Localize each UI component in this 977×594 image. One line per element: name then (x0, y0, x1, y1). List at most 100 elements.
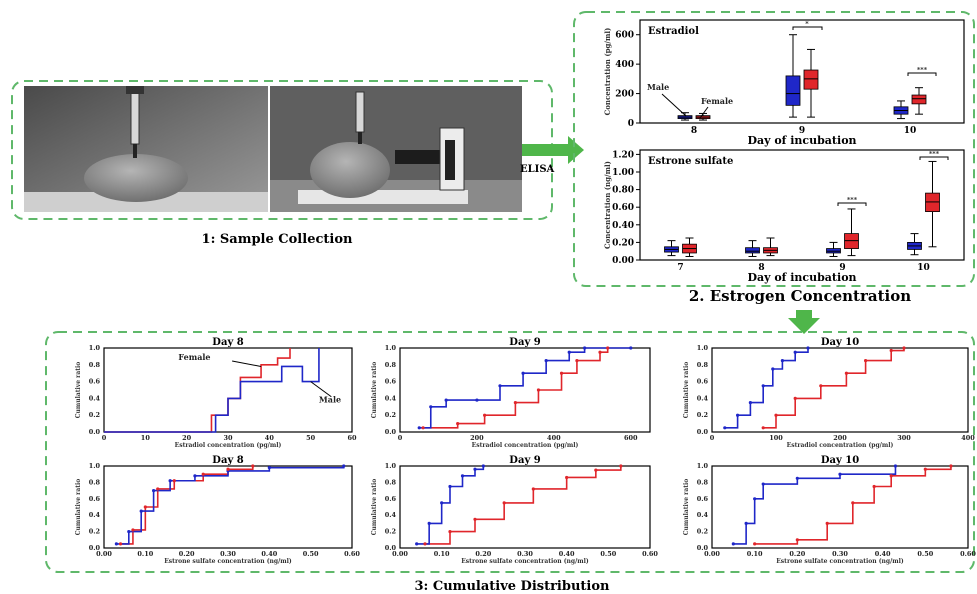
y-tick-label: 0.6 (89, 495, 101, 503)
y-axis-label: Cumulative ratio (75, 479, 82, 536)
y-tick-label: 0.8 (697, 478, 709, 486)
box-male-8 (677, 112, 693, 121)
y-tick-label: 0.2 (697, 411, 708, 419)
estrone-chart: Estrone sulfate 0.00 0.20 0.40 0.60 0.80 1.00 1… (603, 149, 965, 284)
panel-title: Day 10 (821, 337, 859, 348)
female-point (795, 538, 799, 542)
box-male-10 (893, 100, 909, 120)
female-cdf-line (425, 466, 622, 545)
female-point (172, 479, 176, 483)
y-tick-label: 0.2 (89, 528, 100, 536)
annotation-sig-day9: *** (847, 196, 858, 204)
annotation-sig-day10: *** (929, 150, 940, 158)
female-point (483, 413, 487, 417)
photo-right (270, 86, 522, 212)
male-point (481, 464, 485, 468)
y-tick-label: 1.00 (612, 168, 634, 178)
annotation-male: Male (647, 82, 669, 92)
panel-title: Day 8 (212, 337, 243, 348)
x-tick-label: 60 (347, 434, 357, 442)
panel-title: Day 9 (509, 455, 540, 466)
x-tick-label: 0.00 (704, 550, 720, 558)
photo-left (24, 86, 268, 212)
plot-frame (639, 149, 965, 261)
y-tick-label: 0.6 (697, 378, 709, 386)
x-tick-label: 0.40 (875, 550, 891, 558)
male-point (267, 466, 271, 470)
female-point (513, 401, 517, 405)
estrogen-frame (573, 11, 975, 287)
y-tick-label: 0.8 (89, 361, 101, 369)
male-point (893, 464, 898, 468)
x-tick-label: 0.50 (303, 550, 319, 558)
y-tick-label: 0.8 (385, 478, 397, 486)
female-point (872, 484, 876, 489)
x-axis-label: Day of incubation (747, 271, 856, 284)
female-point (889, 348, 893, 353)
x-tick-label: 0 (710, 434, 715, 442)
y-tick-label: 0.0 (89, 428, 101, 436)
female-point (251, 464, 255, 468)
female-point (201, 472, 205, 476)
y-tick-label: 0.60 (612, 203, 634, 213)
x-axis-label: Estradiol concentration (pg/ml) (787, 442, 894, 449)
x-tick-label: 8 (758, 263, 764, 273)
male-point (152, 489, 156, 493)
y-tick-label: 0.4 (697, 511, 709, 519)
female-point (598, 350, 602, 354)
y-tick-label: 0.0 (385, 544, 397, 552)
y-tick-label: 0.2 (89, 411, 100, 419)
female-point (949, 464, 953, 468)
y-axis-label: Cumulative ratio (371, 362, 378, 419)
x-tick-label: 0.20 (475, 550, 491, 558)
x-tick-label: 300 (897, 434, 911, 442)
female-point (902, 346, 906, 350)
x-tick-label: 0.40 (559, 550, 575, 558)
y-tick-label: 0.8 (385, 361, 397, 369)
male-point (473, 467, 477, 471)
male-point (748, 401, 753, 405)
male-cdf-line (104, 348, 320, 433)
x-tick-label: 0.10 (434, 550, 450, 558)
male-point (583, 346, 587, 350)
male-cdf-line (733, 466, 897, 545)
x-tick-label: 0.10 (747, 550, 763, 558)
male-point (448, 484, 452, 489)
y-axis-label: Concentration (pg/ml) (603, 28, 612, 116)
female-cdf-line (763, 348, 905, 429)
male-cdf-line (724, 348, 809, 429)
male-cdf-line (419, 347, 631, 429)
y-tick-label: 0.2 (385, 411, 396, 419)
male-point (127, 530, 131, 534)
chart-title: Estrone sulfate (648, 156, 733, 167)
male-point (498, 384, 502, 388)
x-tick-label: 10 (141, 434, 151, 442)
female-point (118, 542, 123, 546)
x-tick-label: 30 (223, 434, 233, 442)
male-point (723, 426, 727, 430)
y-tick-label: 1.20 (612, 150, 634, 160)
x-tick-label: 9 (799, 126, 805, 136)
female-point (606, 346, 610, 350)
female-point (156, 487, 160, 491)
male-point (731, 542, 735, 546)
female-point (448, 530, 452, 534)
male-point (795, 476, 799, 480)
female-point (844, 371, 849, 375)
female-point (502, 501, 506, 505)
annotation-sig-day9: * (805, 20, 809, 28)
female-point (923, 467, 927, 471)
female-point (423, 542, 427, 546)
x-tick-label: 50 (306, 434, 316, 442)
y-tick-label: 0.6 (385, 378, 397, 386)
x-tick-label: 0.60 (960, 550, 976, 558)
plot-frame (639, 19, 965, 124)
female-point (825, 521, 829, 526)
cdf-panel-1: Day 8 0.0 0.2 0.4 0.6 0.8 1.0 Cumulative ratio 0… (75, 337, 357, 449)
plot-frame (711, 465, 969, 549)
male-point (460, 474, 465, 478)
female-point (565, 475, 569, 480)
male-point (427, 521, 431, 526)
